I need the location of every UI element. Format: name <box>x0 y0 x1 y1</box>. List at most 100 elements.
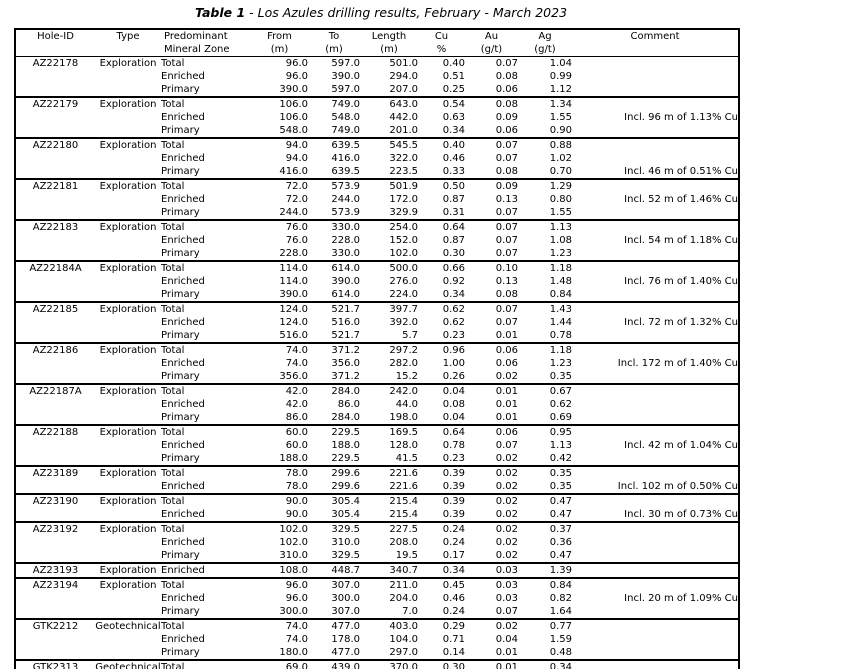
cell-cu: 0.96 <box>418 342 465 357</box>
cell-cu: 0.31 <box>442 207 465 218</box>
column-header-comment: Comment <box>572 29 739 57</box>
table-row: AZ22184A Exploration Total 114.0 614.0 500.0 0… <box>15 260 739 302</box>
cell-mineral-zone: Primary <box>161 248 200 259</box>
cell-cu: 0.39 <box>418 465 465 480</box>
cell-type: Geotechnical <box>95 659 161 669</box>
cell-length: 208.0 <box>389 537 418 548</box>
cell-hole-id: AZ22178 <box>32 58 79 69</box>
cell-to: 284.0 <box>308 383 360 398</box>
cell-length: 221.6 <box>389 481 418 492</box>
cell-type: Geotechnical <box>95 618 161 660</box>
cell-mineral-zone: Primary <box>161 606 200 617</box>
cell-from: 74.0 <box>285 358 308 369</box>
table-row: AZ22188 Exploration Total 60.0 229.5 169.5 0.6… <box>15 424 739 466</box>
cell-ag: 0.34 <box>518 659 572 669</box>
cell-comment <box>572 398 739 411</box>
cell-length: 276.0 <box>389 276 418 287</box>
cell-cu: 0.46 <box>442 593 465 604</box>
cell-to: 305.4 <box>308 493 360 508</box>
cell-from: 114.0 <box>251 260 308 275</box>
cell-from: 90.0 <box>285 509 308 520</box>
cell-au: 0.01 <box>495 399 518 410</box>
column-header-au: Au (g/t) <box>465 29 518 57</box>
cell-from: 102.0 <box>279 537 308 548</box>
cell-from: 72.0 <box>285 194 308 205</box>
cell-from: 548.0 <box>279 125 308 136</box>
table-row: AZ22187A Exploration Total 42.0 284.0 242.0 0.… <box>15 383 739 425</box>
cell-comment: Incl. 42 m of 1.04% Cu <box>624 440 738 451</box>
cell-from: 180.0 <box>279 647 308 658</box>
cell-comment <box>572 549 739 563</box>
cell-to: 390.0 <box>331 276 360 287</box>
cell-au: 0.02 <box>465 618 518 633</box>
cell-comment <box>572 124 739 138</box>
cell-cu: 0.87 <box>442 235 465 246</box>
cell-comment <box>572 342 739 357</box>
cell-type: Exploration <box>95 577 161 619</box>
cell-cu: 0.26 <box>442 371 465 382</box>
cell-comment <box>572 493 739 508</box>
cell-length: 104.0 <box>389 634 418 645</box>
cell-au: 0.07 <box>495 153 518 164</box>
cell-to: 548.0 <box>331 112 360 123</box>
cell-au: 0.06 <box>465 342 518 357</box>
table-row: Enriched 90.0 305.4 215.4 0.39 0.02 0.47 Incl. … <box>15 508 739 522</box>
table-row: Primary 86.0 284.0 198.0 0.04 0.01 0.69 <box>15 411 739 425</box>
cell-mineral-zone: Total <box>161 58 185 69</box>
cell-length: 545.5 <box>360 137 418 152</box>
cell-cu: 0.62 <box>442 317 465 328</box>
cell-au: 0.07 <box>495 606 518 617</box>
cell-to: 299.6 <box>308 465 360 480</box>
cell-mineral-zone: Enriched <box>161 562 251 578</box>
cell-from: 60.0 <box>251 424 308 439</box>
cell-type: Exploration <box>95 137 161 179</box>
cell-to: 516.0 <box>331 317 360 328</box>
cell-length: 501.9 <box>360 178 418 193</box>
cell-cu: 0.51 <box>442 71 465 82</box>
cell-to: 310.0 <box>331 537 360 548</box>
cell-to: 390.0 <box>331 71 360 82</box>
cell-cu: 0.30 <box>418 659 465 669</box>
cell-mineral-zone: Total <box>161 260 251 275</box>
column-header-hole: Hole-ID <box>15 29 95 57</box>
cell-cu: 0.66 <box>418 260 465 275</box>
cell-cu: 0.50 <box>418 178 465 193</box>
cell-comment <box>572 577 739 592</box>
cell-ag: 1.13 <box>549 440 572 451</box>
cell-to: 329.5 <box>331 550 360 561</box>
cell-length: 204.0 <box>389 593 418 604</box>
table-row: Enriched 106.0 548.0 442.0 0.63 0.09 1.55 Incl.… <box>15 111 739 124</box>
cell-ag: 1.18 <box>518 342 572 357</box>
cell-from: 228.0 <box>279 248 308 259</box>
cell-mineral-zone: Primary <box>161 647 200 658</box>
cell-type: Exploration <box>95 342 161 384</box>
cell-au: 0.07 <box>465 301 518 316</box>
cell-length: 15.2 <box>395 371 418 382</box>
cell-au: 0.01 <box>495 330 518 341</box>
cell-mineral-zone: Enriched <box>161 399 205 410</box>
column-header-cu: Cu% <box>418 29 465 57</box>
table-row: AZ23189 Exploration Total 78.0 299.6 221.6 0.3… <box>15 465 739 494</box>
table-row: AZ23192 Exploration Total 102.0 329.5 227.5 0.… <box>15 521 739 563</box>
table-row: GTK2313 Geotechnical Total 69.0 439.0 370.0 0.… <box>15 659 739 669</box>
cell-from: 78.0 <box>285 481 308 492</box>
cell-length: 128.0 <box>389 440 418 451</box>
cell-hole-id: AZ22188 <box>15 424 95 466</box>
cell-cu: 0.87 <box>442 194 465 205</box>
cell-length: 254.0 <box>360 219 418 234</box>
cell-to: 448.7 <box>308 562 360 578</box>
cell-from: 108.0 <box>251 562 308 578</box>
cell-cu: 0.04 <box>418 383 465 398</box>
cell-ag: 1.13 <box>518 219 572 234</box>
cell-ag: 0.48 <box>549 647 572 658</box>
cell-to: 307.0 <box>331 606 360 617</box>
cell-comment <box>572 452 739 466</box>
table-row: Enriched 60.0 188.0 128.0 0.78 0.07 1.13 Incl. … <box>15 439 739 452</box>
cell-to: 244.0 <box>331 194 360 205</box>
cell-hole-id: AZ22185 <box>15 301 95 343</box>
cell-length: 44.0 <box>395 399 418 410</box>
cell-length: 102.0 <box>389 248 418 259</box>
cell-cu: 0.39 <box>442 481 465 492</box>
cell-type: Exploration <box>99 58 157 69</box>
cell-au: 0.02 <box>495 509 518 520</box>
